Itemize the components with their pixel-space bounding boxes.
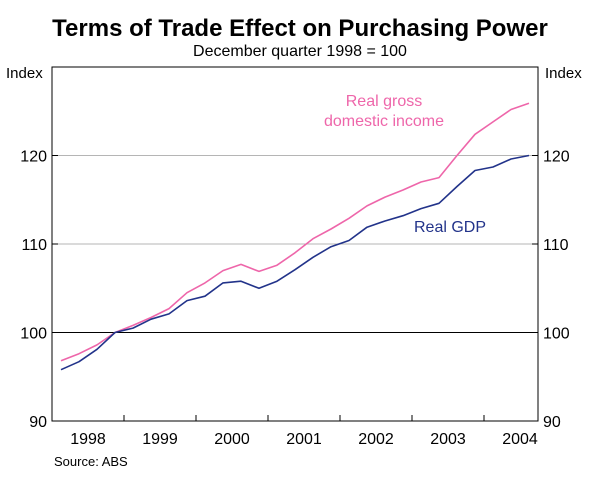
x-tick-label-1999: 1999 <box>142 431 178 448</box>
x-tick-label-1998: 1998 <box>70 431 106 448</box>
series-label-rgdi-line2: domestic income <box>324 113 444 130</box>
gridlines <box>52 155 538 333</box>
series-lines <box>60 102 530 371</box>
chart-subtitle: December quarter 1998 = 100 <box>193 43 407 60</box>
series-label-rgdi-line1: Real gross <box>346 93 422 110</box>
x-tick-label-2002: 2002 <box>358 431 394 448</box>
x-tick-label-2003: 2003 <box>430 431 466 448</box>
x-tick-label-2004: 2004 <box>502 431 538 448</box>
source-note: Source: ABS <box>54 454 128 469</box>
y-tick-label-right-110: 110 <box>543 237 569 254</box>
y-tick-label-right-120: 120 <box>543 149 570 166</box>
y-axis-label-left: Index <box>6 65 43 82</box>
series-line-real-gdp <box>60 154 530 371</box>
y-tick-label-right-90: 90 <box>543 414 561 431</box>
x-tick-label-2000: 2000 <box>214 431 250 448</box>
y-tick-label-right-100: 100 <box>543 326 570 343</box>
y-tick-label-left-90: 90 <box>29 414 47 431</box>
y-tick-label-left-120: 120 <box>20 149 47 166</box>
chart-title: Terms of Trade Effect on Purchasing Powe… <box>52 15 548 42</box>
y-tick-label-left-100: 100 <box>20 326 47 343</box>
series-label-gdp: Real GDP <box>414 219 486 236</box>
x-tick-label-2001: 2001 <box>286 431 322 448</box>
series-line-real-gross-domestic-income <box>60 102 530 362</box>
y-axis-label-right: Index <box>545 65 582 82</box>
y-tick-label-left-110: 110 <box>21 237 47 254</box>
axis-ticks: 90 90 100 100 110 110 120 120 1998 1999 2000 2001 20… <box>20 149 570 449</box>
